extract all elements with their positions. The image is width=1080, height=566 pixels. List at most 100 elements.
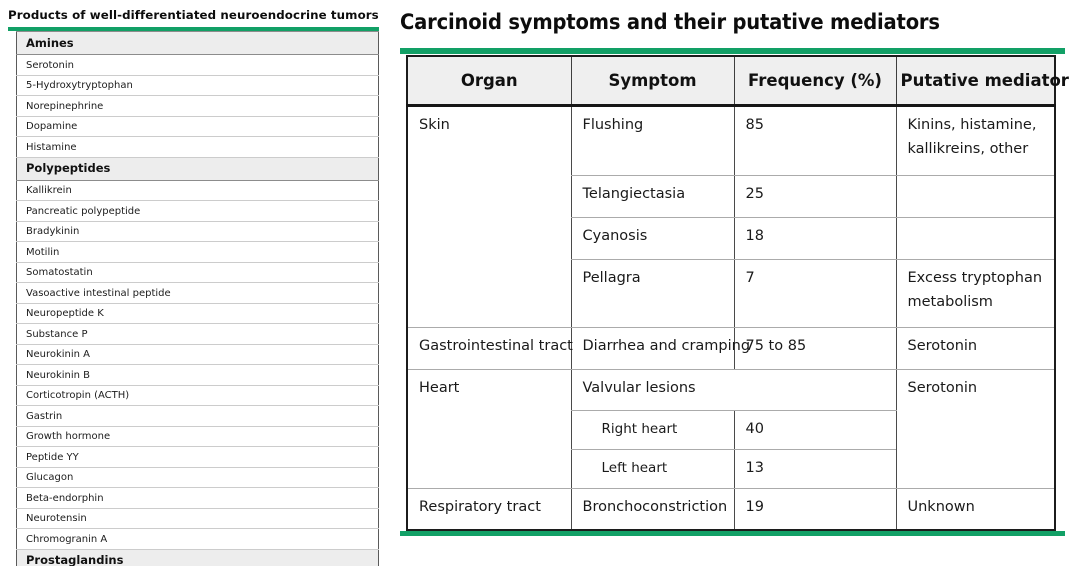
table-row: Vasoactive intestinal peptide [16, 282, 379, 304]
table-row: Histamine [16, 136, 379, 158]
right-panel-title: Carcinoid symptoms and their putative me… [400, 10, 940, 34]
table-row: Pancreatic polypeptide [16, 200, 379, 222]
symptom-cell: Pellagra [570, 259, 734, 328]
frequency-cell: 13 [733, 449, 896, 489]
symptom-cell: Cyanosis [570, 217, 734, 260]
product-item: Growth hormone [16, 426, 379, 447]
mediator-cell: Kinins, histamine, kallikreins, other [895, 105, 1055, 176]
table-row-respiratory: Respiratory tract Bronchoconstriction 19… [407, 488, 1055, 531]
table-row: Neuropeptide K [16, 303, 379, 324]
symptom-cell: Bronchoconstriction [570, 488, 734, 531]
table-row: 5-Hydroxytryptophan [16, 75, 379, 96]
accent-bar-top [400, 48, 1065, 54]
accent-bar-top [8, 27, 379, 31]
table-row: Glucagon [16, 467, 379, 488]
header-row: Organ Symptom Frequency (%) Putative med… [407, 56, 1069, 107]
mediator-cell: Unknown [895, 488, 1055, 531]
organ-cell-respiratory: Respiratory tract [407, 488, 571, 531]
column-header-organ: Organ [407, 56, 571, 107]
table-row-left-heart: Left heart 13 [407, 449, 1055, 489]
product-item: Pancreatic polypeptide [16, 200, 379, 222]
table-row: Serotonin [16, 54, 379, 76]
symptom-cell: Flushing [570, 105, 734, 176]
table-row-right-heart: Right heart 40 [407, 410, 1055, 450]
product-item: Histamine [16, 136, 379, 158]
table-row: Substance P [16, 323, 379, 345]
table-row-telangiectasia: Telangiectasia 25 [407, 175, 1055, 218]
table-row: Gastrin [16, 405, 379, 427]
table-row: Corticotropin (ACTH) [16, 385, 379, 406]
section-row-amines: Amines [16, 31, 379, 55]
accent-bar-bottom [400, 531, 1065, 537]
product-item: Beta-endorphin [16, 487, 379, 509]
product-item: Bradykinin [16, 221, 379, 242]
product-item: Dopamine [16, 116, 379, 137]
column-header-mediator: Putative mediator [895, 56, 1069, 107]
section-header-polypeptides: Polypeptides [16, 156, 379, 181]
product-item: Peptide YY [16, 446, 379, 468]
product-item: Kallikrein [16, 180, 379, 201]
table-row: Somatostatin [16, 262, 379, 283]
neuroendocrine-products-panel: Products of well-differentiated neuroend… [8, 6, 379, 566]
column-header-symptom: Symptom [570, 56, 734, 107]
frequency-cell: 25 [733, 175, 896, 218]
symptom-cell-sub: Right heart [570, 410, 734, 450]
table-row: Motilin [16, 241, 379, 263]
column-header-frequency: Frequency (%) [733, 56, 896, 107]
section-row-prostaglandins: Prostaglandins [16, 548, 379, 566]
product-item: Gastrin [16, 405, 379, 427]
table-row: Neurokinin A [16, 344, 379, 365]
mediator-cell [895, 175, 1055, 218]
table-row-heart-valvular: Heart Valvular lesions Serotonin [407, 369, 1055, 489]
product-item: Serotonin [16, 54, 379, 76]
table-row: Beta-endorphin [16, 487, 379, 509]
mediator-cell [895, 217, 1055, 260]
section-header-amines: Amines [16, 31, 379, 55]
product-item: Corticotropin (ACTH) [16, 385, 379, 406]
organ-cell-heart: Heart [407, 369, 571, 489]
table-row-cyanosis: Cyanosis 18 [407, 217, 1055, 260]
frequency-cell: 18 [733, 217, 896, 260]
product-item: 5-Hydroxytryptophan [16, 75, 379, 96]
frequency-cell: 85 [733, 105, 896, 176]
table-row: Norepinephrine [16, 95, 379, 117]
organ-cell-skin: Skin [407, 105, 571, 328]
product-item: Motilin [16, 241, 379, 263]
table-row-gi-tract: Gastrointestinal tract Diarrhea and cram… [407, 327, 1055, 370]
mediator-cell: Excess tryptophan metabolism [895, 259, 1055, 328]
table-row: Neurokinin B [16, 364, 379, 386]
frequency-cell: 7 [733, 259, 896, 328]
frequency-cell: 75 to 85 [733, 327, 896, 370]
table-row: Kallikrein [16, 180, 379, 201]
product-item: Chromogranin A [16, 528, 379, 550]
neuroendocrine-products-table: Amines Serotonin 5-Hydroxytryptophan Nor… [16, 31, 379, 566]
section-row-polypeptides: Polypeptides [16, 156, 379, 181]
product-item: Norepinephrine [16, 95, 379, 117]
table-row-pellagra: Pellagra 7 Excess tryptophan metabolism [407, 259, 1055, 328]
product-item: Neurokinin A [16, 344, 379, 365]
symptom-cell-sub: Left heart [570, 449, 734, 489]
product-item: Vasoactive intestinal peptide [16, 282, 379, 304]
symptom-cell: Diarrhea and cramping [570, 327, 750, 370]
left-panel-title: Products of well-differentiated neuroend… [8, 8, 379, 22]
product-item: Somatostatin [16, 262, 379, 283]
table-row: Chromogranin A [16, 528, 379, 550]
product-item: Neurokinin B [16, 364, 379, 386]
symptom-cell: Telangiectasia [570, 175, 734, 218]
table-row-flushing: Skin Flushing 85 Kinins, histamine, kall… [407, 105, 1055, 328]
carcinoid-symptoms-table: Organ Symptom Frequency (%) Putative med… [406, 55, 1069, 532]
symptom-cell: Valvular lesions [570, 369, 896, 411]
table-row: Peptide YY [16, 446, 379, 468]
product-item: Neuropeptide K [16, 303, 379, 324]
product-item: Neurotensin [16, 508, 379, 529]
carcinoid-symptoms-panel: Carcinoid symptoms and their putative me… [400, 10, 1069, 537]
product-item: Glucagon [16, 467, 379, 488]
table-row: Bradykinin [16, 221, 379, 242]
frequency-cell: 40 [733, 410, 896, 450]
table-row: Dopamine [16, 116, 379, 137]
table-row: Neurotensin [16, 508, 379, 529]
organ-cell-gi: Gastrointestinal tract [407, 327, 573, 370]
mediator-cell: Serotonin [895, 369, 1055, 489]
frequency-cell: 19 [733, 488, 896, 531]
